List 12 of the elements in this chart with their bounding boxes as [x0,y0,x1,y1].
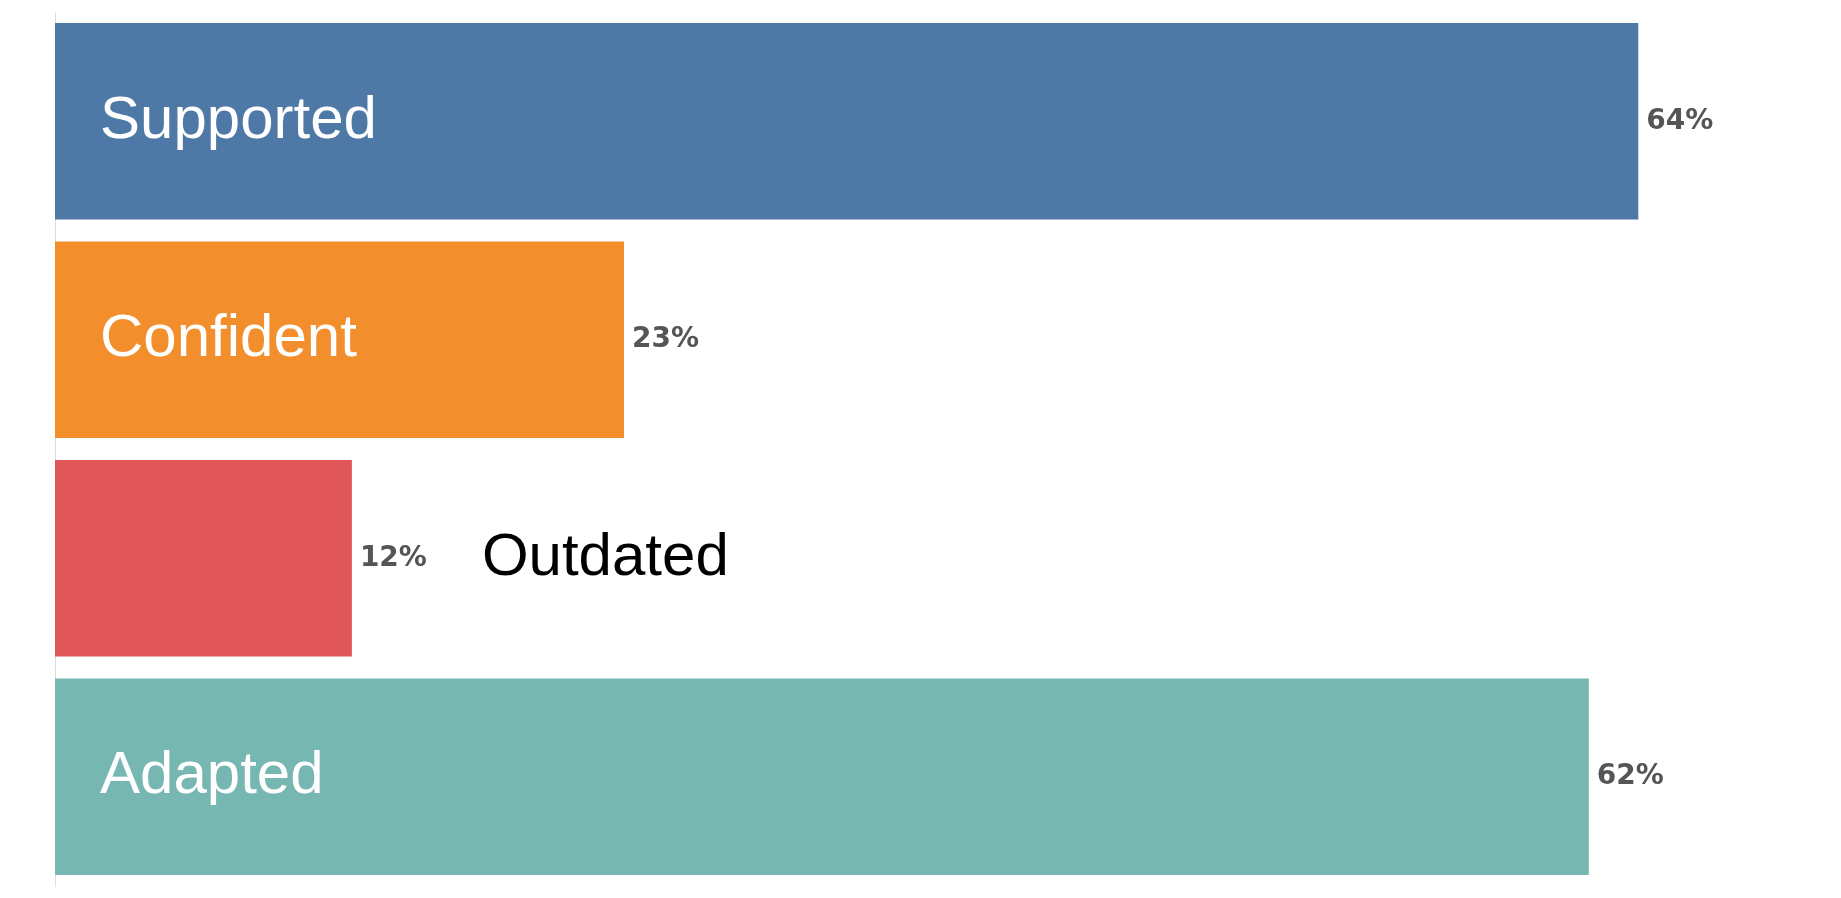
data-label: 62% [1596,758,1664,792]
data-label: 64% [1646,102,1714,136]
bar [55,22,1639,220]
data-label: 12% [359,539,427,573]
y-tick-label: Confident [100,302,358,370]
y-tick-label: Supported [100,83,377,151]
y-tick-label: Adapted [100,739,324,807]
data-label: 23% [632,321,700,355]
bar [55,678,1589,876]
bar [55,459,352,657]
bar [55,241,625,439]
y-tick-label: Outdated [481,520,729,588]
